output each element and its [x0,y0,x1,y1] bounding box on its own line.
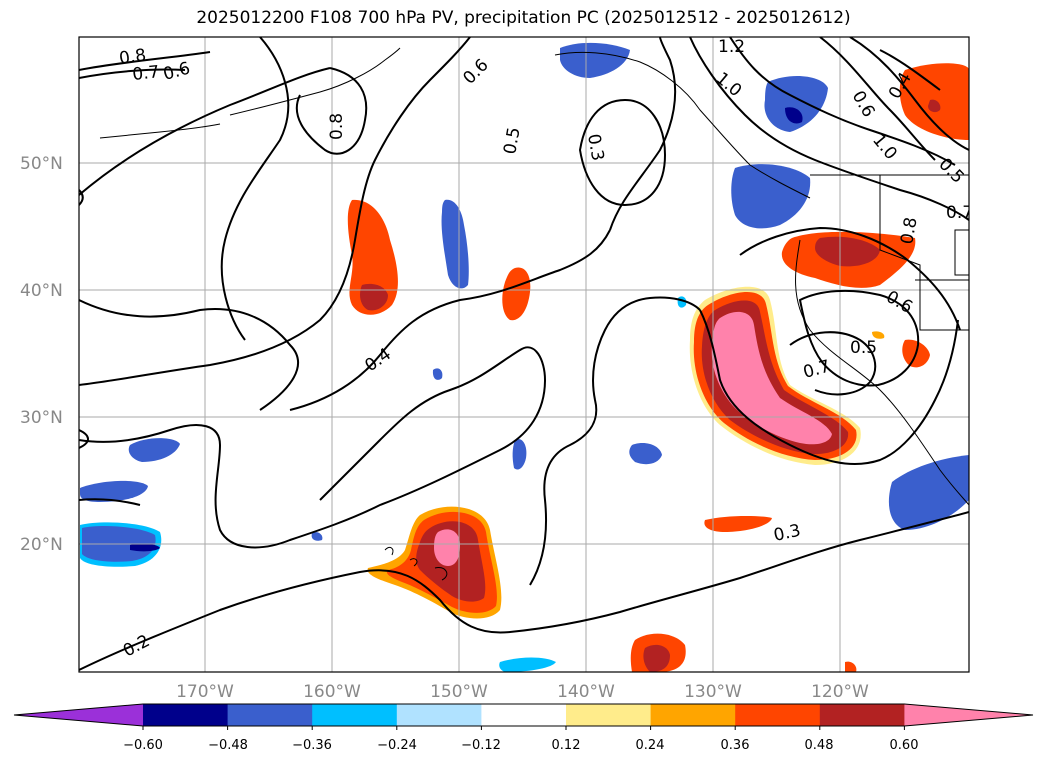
colorbar-tick-label: 0.24 [636,738,665,753]
lon-label-160w: 160°W [303,682,361,702]
colorbar-tick-label: 0.48 [805,738,834,753]
lon-label-140w: 140°W [557,682,615,702]
colorbar-swatch [735,704,821,726]
lat-label-50n: 50°N [20,154,63,174]
colorbar-tick-label: −0.60 [123,738,163,753]
colorbar-swatch [396,704,482,726]
colorbar-tick-label: −0.12 [461,738,501,753]
longitude-labels: 170°W 160°W 150°W 140°W 130°W 120°W [176,682,869,702]
lon-label-150w: 150°W [430,682,488,702]
lon-label-120w: 120°W [811,682,869,702]
contour-label: 0.8 [327,113,347,140]
colorbar-extend-low [14,704,143,726]
colorbar-swatch [650,704,736,726]
colorbar-swatch [143,704,229,726]
contour-label: 0.5 [500,126,524,156]
colorbar-swatch [566,704,652,726]
map-frame [78,36,970,673]
pv-contours [79,37,969,671]
colorbar-tick-label: 0.60 [890,738,919,753]
colorbar-tick-label: 0.36 [721,738,750,753]
contour-label: 0.5 [850,338,877,358]
coastlines [99,47,969,581]
map-panel: 0.8 0.7 0.6 0.8 0.6 0.5 0.3 1.2 1.0 0.4 … [79,37,973,672]
map-title: 2025012200 F108 700 hPa PV, precipitatio… [196,8,851,28]
lat-label-40n: 40°N [20,281,63,301]
colorbar [13,703,1034,730]
colorbar-swatch [312,704,398,726]
contour-label: 0.3 [583,132,607,162]
contour-label: 0.7 [946,203,973,223]
colorbar-swatch [227,704,313,726]
colorbar-tick-labels: −0.60 −0.48 −0.36 −0.24 −0.12 0.12 0.24 … [123,738,918,753]
lat-label-20n: 20°N [20,535,63,555]
lon-label-130w: 130°W [684,682,742,702]
contour-label: 1.2 [718,37,745,57]
contour-label: 0.8 [118,45,148,69]
contour-label: 0.7 [131,62,160,85]
colorbar-tick-label: −0.24 [377,738,417,753]
lat-label-30n: 30°N [20,408,63,428]
colorbar-swatch [481,704,567,726]
latitude-labels: 50°N 40°N 30°N 20°N [20,154,63,555]
contour-label: 0.8 [897,216,921,246]
colorbar-tick-label: −0.36 [292,738,332,753]
colorbar-extend-high [904,704,1033,726]
lon-label-170w: 170°W [176,682,234,702]
colorbar-tick-label: 0.12 [552,738,581,753]
colorbar-tick-label: −0.48 [208,738,248,753]
colorbar-swatch [819,704,905,726]
